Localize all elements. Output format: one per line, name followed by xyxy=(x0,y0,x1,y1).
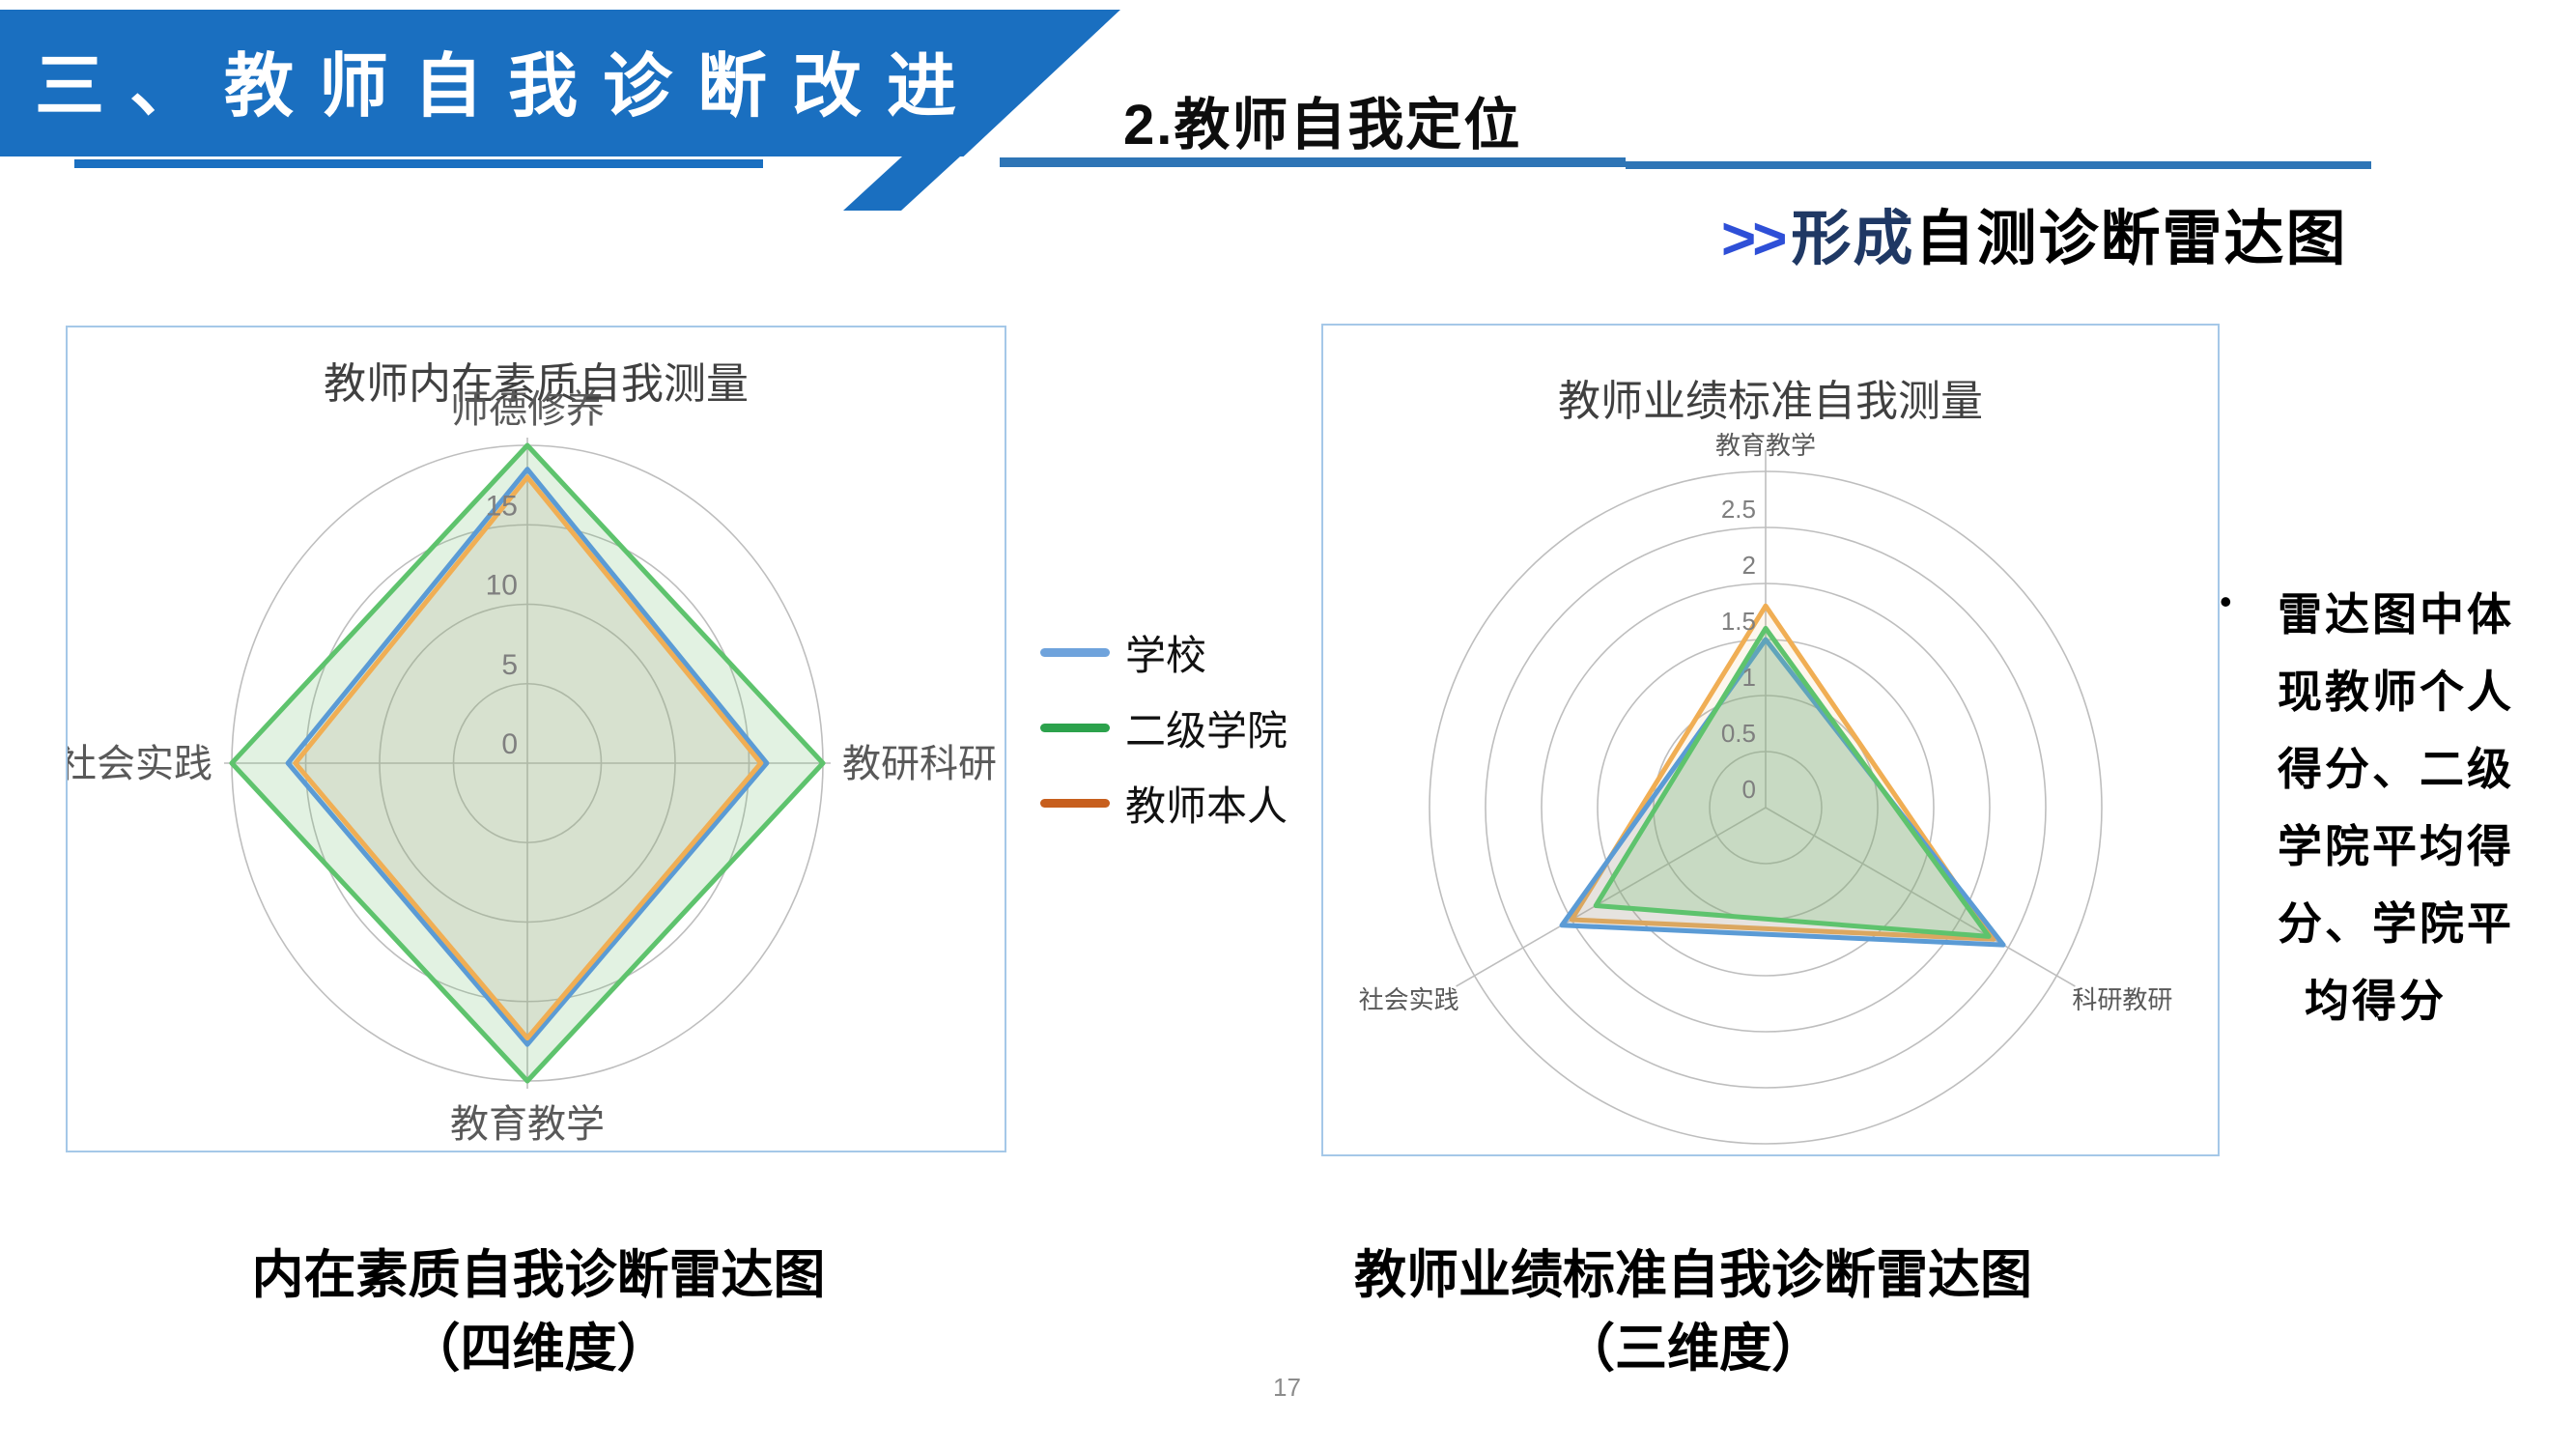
radar-tick-label: 1 xyxy=(1742,663,1756,692)
bullet-note: • 雷达图中体现教师个人得分、二级学院平均得分、学院平均得分 xyxy=(2218,576,2575,1039)
radar-axis-label: 师德修养 xyxy=(450,388,605,431)
radar-tick-label: 15 xyxy=(486,490,518,522)
legend-item-label: 二级学院 xyxy=(1125,707,1288,753)
left-chart-title: 教师内在素质自我测量 xyxy=(324,360,749,408)
radar-series-polygon xyxy=(229,442,826,1084)
legend-item-label: 学校 xyxy=(1125,632,1207,678)
radar-tick-label: 1.5 xyxy=(1721,607,1756,636)
legend: 学校 二级学院 教师本人 xyxy=(1040,614,1288,840)
double-chevron-icon: >> xyxy=(1721,206,1787,272)
bullet-note-text: 雷达图中体现教师个人得分、二级学院平均得分、学院平均得分 xyxy=(2278,576,2575,1039)
title-underline xyxy=(1000,157,1626,167)
banner-ribbon xyxy=(0,10,1120,156)
radar-axis-label: 社会实践 xyxy=(68,743,212,785)
page-number: 17 xyxy=(1273,1373,1301,1402)
banner-title: 三、教师自我诊断改进 xyxy=(35,48,982,126)
legend-item: 二级学院 xyxy=(1040,690,1288,765)
bullet-note-line: 分、学院平 xyxy=(2278,898,2514,949)
legend-line-swatch xyxy=(1040,723,1110,732)
radar-axis-label: 社会实践 xyxy=(1359,985,1459,1014)
banner-ribbon-tail xyxy=(843,156,960,211)
bullet-note-line: 得分、二级 xyxy=(2278,744,2514,794)
left-chart-caption: 内在素质自我诊断雷达图 （四维度） xyxy=(68,1238,1009,1385)
caption-line: （四维度） xyxy=(408,1320,669,1378)
left-chart-panel: 教师内在素质自我测量 0 5 10 15 师德修养教研科研教育教学 社会实践 xyxy=(66,326,1006,1152)
bullet-note-line: 雷达图中体 xyxy=(2278,589,2514,640)
radar-tick-label: 5 xyxy=(501,649,518,681)
title-underline-extension xyxy=(1626,161,2371,169)
caption-line: （三维度） xyxy=(1563,1320,1824,1378)
legend-item: 学校 xyxy=(1040,614,1288,690)
caption-line: 内在素质自我诊断雷达图 xyxy=(251,1246,826,1304)
bullet-note-line: 均得分 xyxy=(2305,976,2447,1026)
radar-series-polygon xyxy=(1569,603,1996,942)
radar-axis-label: 科研教研 xyxy=(2072,985,2172,1014)
right-chart-panel: 教师业绩标准自我测量 0 0.5 1 1.5 2 2.5 教育教学科研教研 社会实践 xyxy=(1321,324,2220,1156)
radar-tick-label: 10 xyxy=(486,570,518,602)
caption-line: 教师业绩标准自我诊断雷达图 xyxy=(1354,1246,2032,1304)
bullet-icon: • xyxy=(2220,582,2232,621)
legend-line-swatch xyxy=(1040,798,1110,808)
radar-axis-spoke xyxy=(1765,807,2076,987)
radar-series-polygon xyxy=(1593,625,1992,939)
legend-item: 教师本人 xyxy=(1040,765,1288,840)
radar-axis-spoke xyxy=(1456,807,1767,987)
banner-accent-strip xyxy=(74,159,763,168)
radar-tick-label: 0 xyxy=(1742,775,1756,804)
headline-rest: 自测诊断雷达图 xyxy=(1914,206,2348,272)
bullet-note-line: 学院平均得 xyxy=(2278,821,2514,871)
radar-axis-label: 教育教学 xyxy=(1715,431,1816,460)
radar-series-polygon xyxy=(293,474,764,1041)
radar-axis-label: 教研科研 xyxy=(842,743,997,785)
headline: >> 形成自测诊断雷达图 xyxy=(1721,189,2347,276)
right-chart-title: 教师业绩标准自我测量 xyxy=(1558,378,1983,425)
bullet-note-line: 现教师个人 xyxy=(2278,667,2514,717)
radar-axis-label: 教育教学 xyxy=(450,1103,605,1146)
radar-tick-label: 0.5 xyxy=(1721,719,1756,748)
legend-item-label: 教师本人 xyxy=(1125,782,1288,829)
section-title: 2.教师自我定位 xyxy=(1123,94,1522,156)
headline-emphasis: 形成 xyxy=(1791,206,1915,272)
legend-line-swatch xyxy=(1040,647,1110,657)
radar-tick-label: 2.5 xyxy=(1721,495,1756,524)
right-chart-caption: 教师业绩标准自我诊断雷达图 （三维度） xyxy=(1321,1238,2065,1385)
radar-tick-label: 0 xyxy=(501,728,518,760)
radar-tick-label: 2 xyxy=(1742,551,1756,580)
